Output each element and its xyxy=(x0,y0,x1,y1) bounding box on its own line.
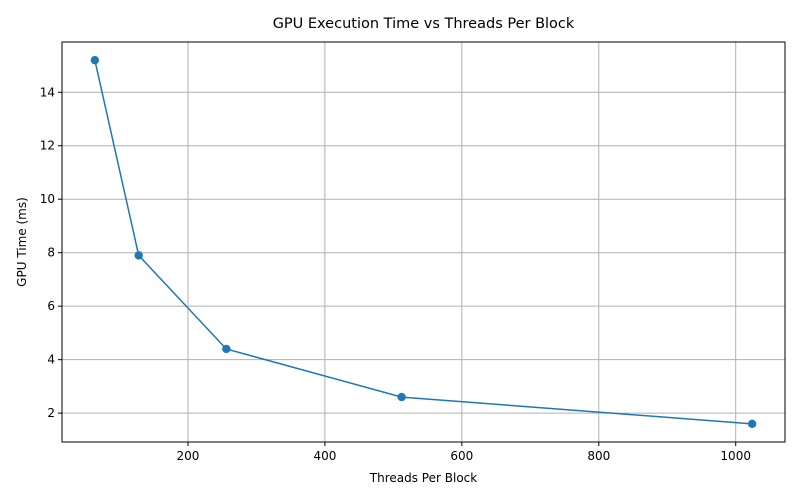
series-layer xyxy=(90,55,757,429)
chart-title: GPU Execution Time vs Threads Per Block xyxy=(273,16,575,32)
ticks: 200 400 600 800 1000 2 4 6 8 10 12 14 xyxy=(40,85,751,463)
x-tick-label: 600 xyxy=(450,449,473,463)
x-tick-label: 1000 xyxy=(720,449,751,463)
data-point xyxy=(397,392,406,402)
y-tick-label: 14 xyxy=(40,85,55,99)
data-point xyxy=(134,251,143,260)
x-axis-label: Threads Per Block xyxy=(369,471,477,485)
data-point xyxy=(90,55,100,65)
data-point xyxy=(222,344,231,354)
y-tick-label: 12 xyxy=(40,139,55,153)
y-axis-label: GPU Time (ms) xyxy=(15,197,29,287)
y-tick-label: 4 xyxy=(47,353,55,367)
y-tick-label: 2 xyxy=(47,406,55,420)
plot-frame xyxy=(61,41,786,443)
y-tick-label: 10 xyxy=(40,192,55,206)
x-tick-label: 200 xyxy=(177,449,200,463)
x-tick-label: 800 xyxy=(587,449,610,463)
y-tick-label: 8 xyxy=(47,246,55,260)
data-point xyxy=(747,419,757,429)
y-tick-label: 6 xyxy=(47,299,55,313)
x-tick-label: 400 xyxy=(313,449,336,463)
grid xyxy=(62,42,785,442)
